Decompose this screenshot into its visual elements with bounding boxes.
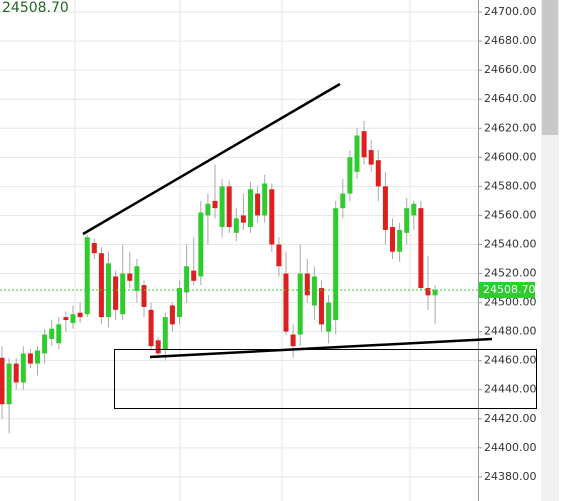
candle-body: [84, 237, 90, 315]
y-tick-label: 24560.00: [484, 208, 537, 221]
y-tick-label: 24580.00: [484, 179, 537, 192]
candle-body: [347, 157, 353, 194]
trend-line: [82, 82, 341, 236]
candle-body: [404, 208, 410, 233]
y-tick-label: 24460.00: [484, 354, 537, 367]
candle-body: [276, 244, 282, 267]
grid: [0, 0, 478, 501]
candle-body: [326, 302, 332, 332]
last-price-label: 24508.70: [2, 0, 69, 16]
candle-body: [375, 160, 381, 187]
candle-body: [212, 200, 218, 209]
candle-body: [248, 189, 253, 228]
candle-body: [382, 186, 388, 230]
candle-body: [155, 340, 161, 354]
candle-body: [98, 253, 104, 318]
y-tick-label: 24520.00: [484, 267, 537, 280]
candle-body: [191, 270, 197, 281]
y-tick-label: 24540.00: [484, 237, 537, 250]
candles: [0, 121, 438, 434]
candle-body: [113, 276, 119, 310]
candle-body: [340, 193, 346, 209]
candle-body: [390, 227, 395, 252]
y-tick-label: 24420.00: [484, 412, 537, 425]
candle-body: [77, 312, 83, 318]
y-tick-label: 24600.00: [484, 150, 537, 163]
candle-body: [233, 218, 239, 233]
y-tick-label: 24660.00: [484, 63, 537, 76]
candle-body: [13, 363, 19, 383]
candle-body: [35, 350, 40, 364]
candle-body: [418, 208, 424, 289]
y-tick-label: 24640.00: [484, 92, 537, 105]
candle-body: [42, 334, 48, 354]
candle-body: [354, 135, 360, 172]
candle-body: [333, 208, 339, 321]
candle-body: [56, 324, 62, 344]
candle-body: [177, 288, 182, 318]
candle-body: [120, 273, 126, 315]
candle-body: [141, 285, 147, 307]
candle-body: [49, 328, 55, 339]
candle-body: [20, 353, 26, 383]
candle-body: [91, 243, 97, 254]
candle-body: [219, 186, 225, 228]
candle-body: [432, 289, 438, 296]
candle-body: [262, 183, 268, 216]
candle-body: [205, 203, 211, 216]
candle-body: [6, 363, 12, 405]
candle-body: [311, 276, 317, 306]
candle-body: [397, 229, 403, 252]
candle-body: [425, 288, 431, 296]
candle-body: [240, 215, 246, 223]
candle-body: [283, 273, 289, 332]
trend-line: [149, 337, 493, 359]
candle-body: [255, 193, 261, 216]
box-annotation: [114, 349, 537, 409]
last-price-marker: [479, 281, 535, 298]
candle-body: [63, 317, 69, 321]
candle-body: [361, 131, 367, 158]
scrollbar-thumb[interactable]: [542, 0, 558, 135]
candle-body: [184, 266, 190, 293]
candle-body: [226, 186, 232, 228]
y-tick-label: 24480.00: [484, 325, 537, 338]
candle-body: [304, 273, 310, 296]
y-tick-label: 24380.00: [484, 470, 537, 483]
candle-body: [70, 314, 76, 323]
last-price-marker-label: 24508.70: [483, 283, 536, 296]
candle-body: [162, 317, 168, 350]
candle-body: [0, 357, 5, 405]
candle-body: [269, 189, 275, 245]
candle-body: [27, 353, 33, 364]
y-tick-label: 24700.00: [484, 5, 537, 18]
candle-body: [411, 203, 417, 216]
candle-body: [134, 266, 140, 291]
y-tick-label: 24680.00: [484, 34, 537, 47]
y-tick-label: 24440.00: [484, 383, 537, 396]
y-tick-label: 24500.00: [484, 296, 537, 309]
candle-body: [290, 334, 296, 347]
y-tick-label: 24620.00: [484, 121, 537, 134]
candle-body: [148, 309, 154, 347]
candle-body: [319, 288, 324, 325]
candle-body: [198, 212, 204, 277]
candle-body: [368, 150, 374, 165]
candle-body: [169, 305, 175, 325]
candle-body: [297, 273, 303, 335]
y-tick-label: 24400.00: [484, 441, 537, 454]
candle-body: [127, 273, 133, 281]
